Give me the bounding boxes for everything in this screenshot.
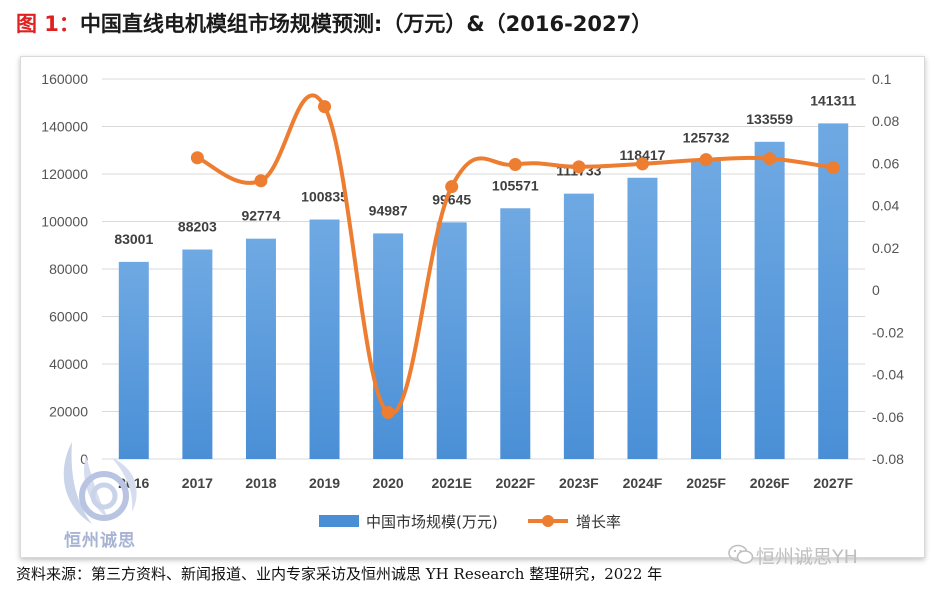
y-left-tick-label: 40000 [49, 356, 88, 372]
x-tick-label: 2027F [813, 475, 853, 491]
x-tick-label: 2020 [373, 475, 404, 491]
y-right-tick-label: 0.1 [872, 71, 892, 87]
data-label: 133559 [746, 111, 793, 127]
bar [627, 177, 658, 459]
data-label: 141311 [810, 92, 856, 108]
y-left-tick-label: 100000 [41, 214, 88, 230]
x-tick-label: 2026F [750, 475, 790, 491]
page-title: 图 1：中国直线电机模组市场规模预测:（万元）&（2016-2027） [16, 8, 652, 38]
growth-point [190, 151, 204, 165]
x-tick-label: 2023F [559, 475, 599, 491]
y-right-tick-label: -0.02 [872, 324, 904, 340]
growth-point [763, 152, 777, 166]
x-tick-label: 2024F [623, 475, 663, 491]
legend-bar-swatch [319, 515, 359, 527]
chart-title: 中国直线电机模组市场规模预测:（万元）&（2016-2027） [79, 12, 653, 36]
bar [309, 219, 340, 459]
y-right-tick-label: 0.06 [872, 155, 899, 171]
y-right-tick-label: -0.04 [872, 367, 904, 383]
wechat-icon [728, 544, 754, 564]
y-left-tick-label: 60000 [49, 309, 88, 325]
figure-number: 图 1： [16, 12, 80, 36]
y-left-tick-label: 160000 [41, 71, 88, 87]
growth-point [508, 158, 522, 171]
growth-point [254, 174, 268, 188]
data-label: 88203 [178, 219, 217, 235]
y-left-tick-label: 120000 [41, 166, 88, 182]
logo-text: 恒州诚思 [64, 531, 136, 551]
data-label: 94987 [369, 202, 408, 218]
bar [118, 261, 149, 459]
growth-point [699, 153, 713, 167]
source-note: 资料来源：第三方资料、新闻报道、业内专家采访及恒州诚思 YH Research … [16, 565, 663, 583]
bar [182, 249, 213, 459]
y-left-tick-label: 20000 [49, 404, 88, 420]
data-label: 118417 [619, 147, 665, 163]
x-tick-label: 2018 [245, 475, 276, 491]
growth-point [572, 160, 586, 174]
x-tick-label: 2025F [686, 475, 726, 491]
y-left-tick-label: 140000 [41, 119, 88, 135]
logo-icon [63, 442, 137, 524]
bar [245, 238, 276, 459]
y-left-tick-label: 0 [80, 451, 88, 467]
x-tick-label: 2017 [182, 475, 213, 491]
y-right-tick-label: -0.08 [872, 451, 904, 467]
y-right-tick-label: 0.04 [872, 198, 899, 214]
growth-point [445, 180, 459, 194]
y-left-tick-label: 80000 [49, 261, 88, 277]
bar [691, 160, 722, 459]
y-right-tick-label: 0 [872, 282, 880, 298]
legend-line-marker [542, 515, 554, 527]
growth-point [635, 157, 649, 171]
bar [754, 141, 785, 460]
data-label: 83001 [114, 231, 153, 247]
x-tick-label: 2019 [309, 475, 340, 491]
x-tick-label: 2021E [431, 475, 471, 491]
growth-point [381, 406, 395, 420]
y-right-tick-label: 0.08 [872, 113, 899, 129]
growth-point [318, 100, 332, 114]
y-right-tick-label: 0.02 [872, 240, 899, 256]
bar [373, 233, 404, 459]
legend-bar-label: 中国市场规模(万元) [366, 513, 498, 531]
bar [563, 193, 594, 459]
growth-point [826, 161, 840, 175]
x-tick-label: 2022F [495, 475, 535, 491]
data-label: 99645 [432, 191, 471, 207]
data-label: 105571 [492, 177, 539, 193]
data-label: 125732 [683, 129, 730, 145]
legend-line-label: 增长率 [576, 513, 621, 531]
data-label: 100835 [301, 189, 348, 205]
bar [436, 222, 467, 459]
data-label: 92774 [241, 208, 280, 224]
watermark: 恒州诚思YH [756, 546, 858, 568]
bar [500, 208, 531, 459]
y-right-tick-label: -0.06 [872, 409, 904, 425]
bar [818, 123, 849, 459]
